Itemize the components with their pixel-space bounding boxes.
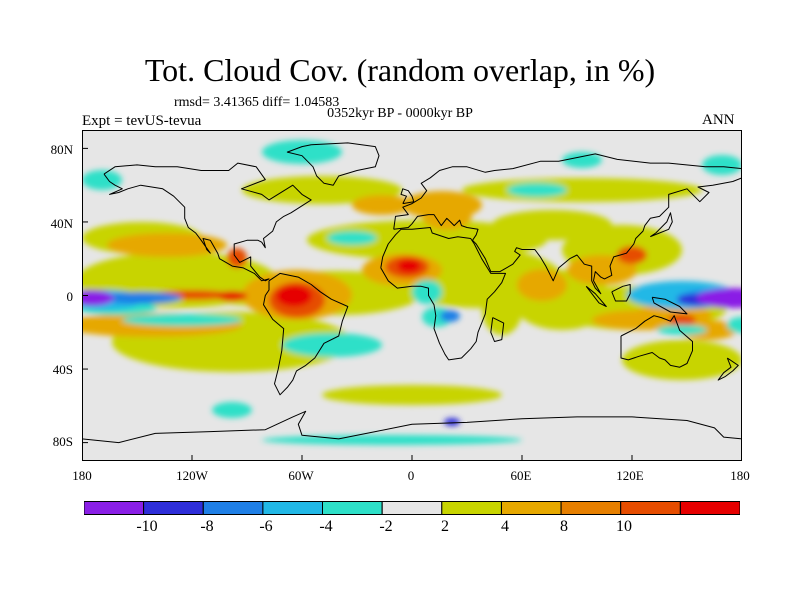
colorbar-label: 8 bbox=[560, 518, 568, 535]
colorbar-label: -6 bbox=[259, 518, 273, 535]
anomaly-region bbox=[217, 291, 247, 301]
anomaly-region bbox=[727, 317, 742, 333]
anomaly-region bbox=[657, 325, 707, 335]
anomaly-region bbox=[517, 269, 567, 301]
coastline bbox=[490, 317, 505, 342]
lon-tick-label: 180 bbox=[730, 468, 750, 483]
lon-tick-label: 120W bbox=[176, 468, 208, 483]
lat-tick-label: 40N bbox=[50, 216, 73, 231]
colorbar bbox=[84, 501, 740, 515]
coastline bbox=[651, 296, 688, 315]
colorbar-label: -10 bbox=[136, 518, 158, 535]
lon-tick-label: 180 bbox=[72, 468, 92, 483]
anomaly-region bbox=[668, 314, 696, 326]
anomaly-region bbox=[102, 292, 182, 304]
coastline bbox=[380, 227, 506, 361]
coastline bbox=[717, 357, 739, 381]
anomaly-region bbox=[462, 178, 702, 202]
anomaly-region bbox=[617, 246, 647, 264]
anomaly-region bbox=[82, 290, 114, 306]
colorbar-box bbox=[441, 501, 502, 515]
coastline bbox=[393, 153, 742, 295]
anomaly-region bbox=[444, 418, 460, 426]
stats-label: rmsd= 3.41365 diff= 1.04583 bbox=[174, 95, 340, 110]
colorbar-label: 4 bbox=[501, 518, 509, 535]
lat-tick-label: 80S bbox=[52, 434, 73, 449]
period-label: 0352kyr BP - 0000kyr BP bbox=[327, 106, 473, 121]
season-label: ANN bbox=[702, 112, 735, 128]
colorbar-label: -2 bbox=[379, 518, 393, 535]
coastline bbox=[620, 315, 693, 368]
anomaly-region bbox=[422, 200, 472, 230]
coastline bbox=[82, 410, 742, 444]
coastline bbox=[585, 285, 607, 307]
anomaly-region bbox=[697, 288, 742, 308]
anomaly-region bbox=[322, 385, 502, 405]
colorbar-box bbox=[679, 501, 740, 515]
anomaly-region bbox=[562, 152, 602, 168]
anomaly-region bbox=[276, 285, 312, 307]
anomaly-region bbox=[397, 259, 421, 273]
anomaly-region bbox=[82, 170, 122, 190]
lon-tick-label: 60E bbox=[510, 468, 532, 483]
colorbar-box bbox=[262, 501, 323, 515]
colorbar-box bbox=[202, 501, 264, 515]
colorbar-box bbox=[381, 501, 443, 515]
anomaly-region bbox=[262, 140, 342, 164]
lon-tick-label: 120E bbox=[616, 468, 644, 483]
colorbar-box bbox=[620, 501, 681, 515]
coastline bbox=[611, 284, 631, 302]
anomaly-region bbox=[567, 255, 637, 285]
lat-tick-label: 80N bbox=[50, 142, 73, 157]
anomaly-region bbox=[242, 176, 402, 204]
anomaly-region bbox=[282, 333, 382, 357]
colorbar-label: -4 bbox=[319, 518, 333, 535]
colorbar-box bbox=[322, 501, 383, 515]
colorbar-label: 10 bbox=[616, 518, 632, 535]
colorbar-box bbox=[501, 501, 562, 515]
anomaly-region bbox=[122, 314, 242, 326]
anomaly-region bbox=[412, 280, 442, 304]
anomaly-region bbox=[440, 310, 460, 322]
anomaly-region bbox=[622, 340, 742, 380]
coastline bbox=[650, 212, 673, 238]
anomaly-region bbox=[212, 402, 252, 418]
colorbar-label: 2 bbox=[441, 518, 449, 535]
lat-tick-label: 0 bbox=[66, 289, 74, 304]
colorbar-label: -8 bbox=[200, 518, 214, 535]
anomaly-region bbox=[107, 233, 227, 257]
coastline bbox=[400, 188, 415, 205]
anomaly-region bbox=[482, 285, 522, 335]
coastline bbox=[103, 162, 312, 282]
lat-tick-label: 40S bbox=[52, 362, 73, 377]
map-title: Tot. Cloud Cov. (random overlap, in %) bbox=[144, 52, 656, 88]
coastline bbox=[263, 272, 349, 396]
experiment-label: Expt = tevUS-tevua bbox=[82, 113, 202, 129]
lon-tick-label: 0 bbox=[407, 468, 415, 483]
anomaly-region bbox=[262, 435, 522, 445]
colorbar-box bbox=[143, 501, 204, 515]
anomaly-region bbox=[507, 183, 567, 197]
lon-tick-label: 60W bbox=[288, 468, 314, 483]
anomaly-region bbox=[352, 195, 412, 215]
coastline bbox=[286, 142, 380, 186]
cloud-cover-difference-map bbox=[82, 130, 742, 461]
colorbar-box bbox=[84, 501, 145, 515]
anomaly-region bbox=[702, 155, 742, 175]
colorbar-box bbox=[560, 501, 622, 515]
anomaly-region bbox=[327, 231, 377, 245]
